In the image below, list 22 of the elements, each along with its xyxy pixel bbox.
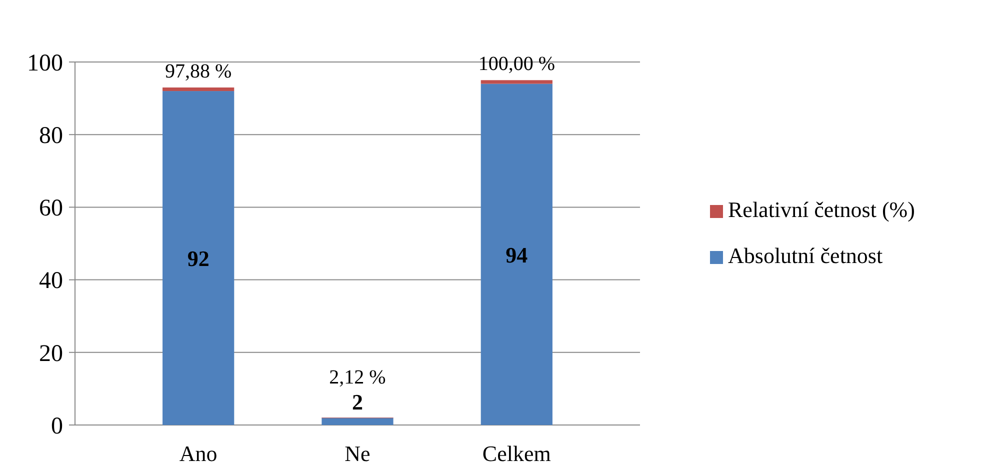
bar [162, 91, 234, 425]
bar [162, 87, 234, 92]
bar [480, 84, 552, 425]
data-label: 97,88 % [165, 60, 232, 82]
y-tick-label: 60 [39, 196, 63, 222]
y-tick-label: 100 [27, 50, 63, 76]
x-tick-label: Ne [344, 441, 370, 466]
y-tick-label: 80 [39, 123, 63, 149]
data-label: 2,12 % [329, 366, 386, 389]
legend-label: Absolutní četnost [728, 243, 883, 268]
data-label: 2 [352, 390, 363, 415]
data-label: 100,00 % [478, 53, 555, 76]
x-tick-label: Ano [179, 441, 218, 466]
data-label: 94 [506, 242, 528, 268]
bar [480, 80, 552, 84]
y-tick-label: 20 [39, 340, 63, 367]
legend-label: Relativní četnost (%) [728, 197, 915, 222]
bar [322, 418, 394, 425]
y-tick-label: 0 [51, 413, 63, 440]
y-tick-label: 40 [39, 268, 63, 294]
x-tick-label: Celkem [482, 441, 551, 466]
data-label: 92 [187, 246, 210, 272]
